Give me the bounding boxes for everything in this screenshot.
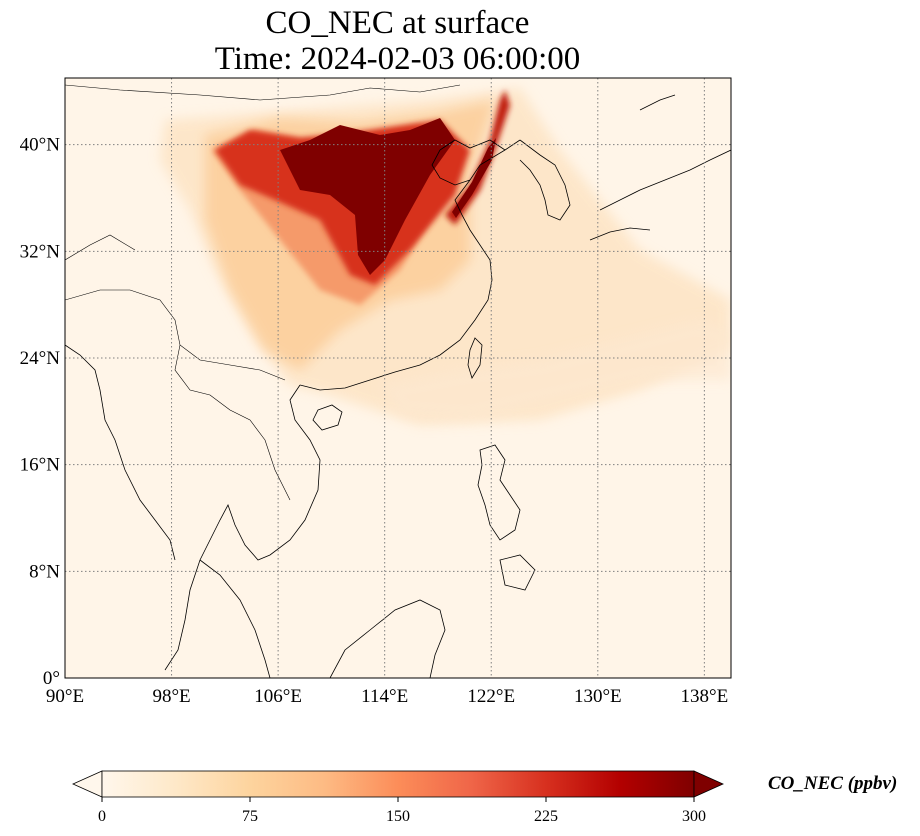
lat-tick-label: 8°N xyxy=(29,561,60,582)
coast-bohai xyxy=(431,139,506,186)
colorbar-body xyxy=(101,770,695,798)
colorbar-ticks: 0 75 150 225 300 xyxy=(98,797,706,825)
lat-tick-label: 16°N xyxy=(20,455,61,476)
coast-taiwan xyxy=(467,337,483,379)
colorbar-tick-label: 75 xyxy=(242,808,258,825)
coast-philippines xyxy=(477,444,536,591)
coast-borneo xyxy=(329,599,446,678)
map-area xyxy=(65,78,731,678)
map-title-line1: CO_NEC at surface xyxy=(265,5,530,41)
gridlines xyxy=(65,78,731,678)
plume-max xyxy=(280,118,455,275)
map-frame xyxy=(64,77,732,679)
colorbar-extend-max xyxy=(693,770,724,798)
coast-korea xyxy=(519,139,571,221)
lon-tick-label: 130°E xyxy=(574,686,622,707)
border-lines xyxy=(65,234,291,501)
lat-tick-label: 24°N xyxy=(20,348,61,369)
colorbar-extend-min xyxy=(72,770,103,798)
lon-tick-label: 138°E xyxy=(681,686,729,707)
lon-tick-label: 98°E xyxy=(152,686,190,707)
coast-japan xyxy=(589,94,731,241)
map-title-line2: Time: 2024-02-03 06:00:00 xyxy=(214,41,581,77)
coast-indochina xyxy=(164,384,321,671)
lat-tick-labels: 0° 8°N 16°N 24°N 32°N 40°N xyxy=(20,135,61,689)
plume-ne-streak xyxy=(445,90,510,225)
colorbar-tick-label: 0 xyxy=(98,808,106,825)
colorbar-tick-label: 225 xyxy=(534,808,558,825)
colorbar: 0 75 150 225 300 CO_NEC (ppbv) xyxy=(72,770,897,825)
coast-malay xyxy=(199,559,271,678)
border-mongolia xyxy=(65,84,461,101)
lon-tick-label: 90°E xyxy=(46,686,84,707)
plume-ne-streak-core xyxy=(452,138,496,218)
colorbar-tick-label: 300 xyxy=(682,808,706,825)
lon-tick-label: 106°E xyxy=(254,686,302,707)
coast-myanmar xyxy=(65,344,176,561)
colorbar-title: CO_NEC (ppbv) xyxy=(768,773,897,794)
coast-china-east xyxy=(299,139,521,391)
lon-tick-labels: 90°E 98°E 106°E 114°E 122°E 130°E 138°E xyxy=(46,686,728,707)
colorbar-tick-label: 150 xyxy=(386,808,410,825)
coast-hainan xyxy=(312,404,343,431)
concentration-field xyxy=(160,88,731,425)
lat-tick-label: 40°N xyxy=(20,135,61,156)
lat-tick-label: 32°N xyxy=(20,241,61,262)
plume-sea-haze xyxy=(380,320,731,420)
lat-tick-label: 0° xyxy=(43,668,60,689)
lon-tick-label: 114°E xyxy=(361,686,408,707)
coastlines xyxy=(65,84,731,678)
lon-tick-label: 122°E xyxy=(467,686,515,707)
